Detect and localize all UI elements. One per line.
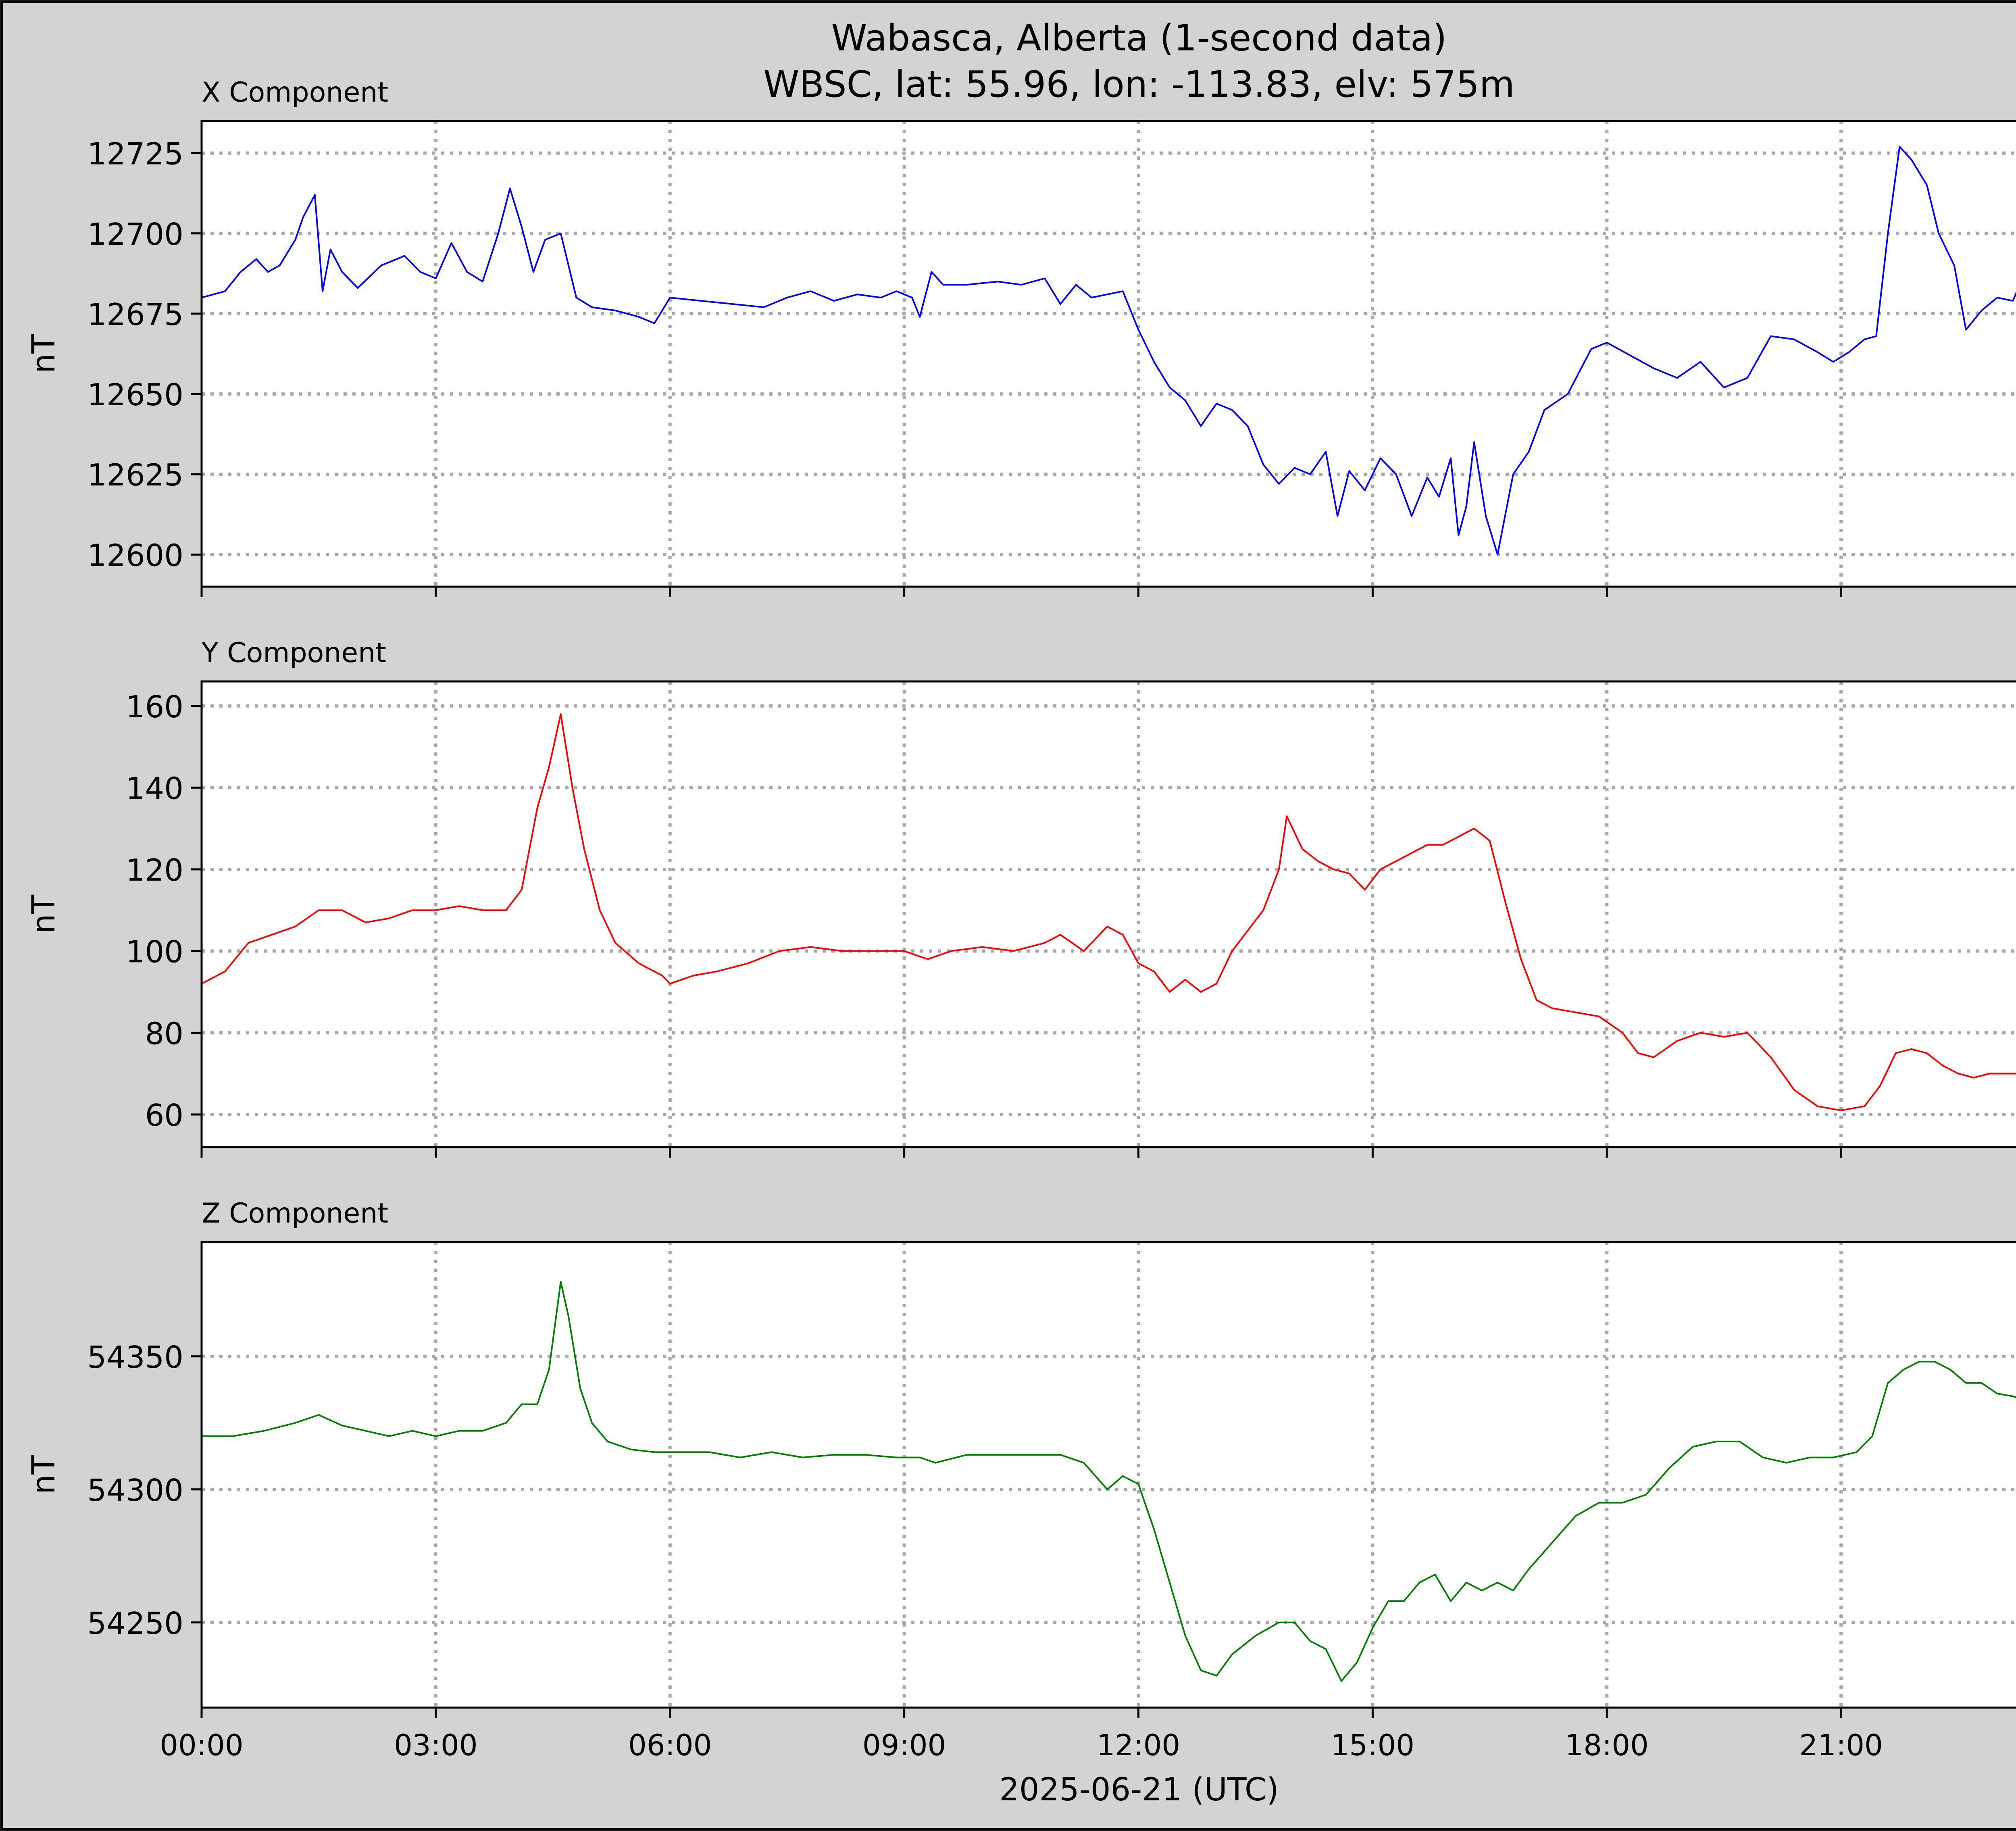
plot-area-z: [202, 1242, 2016, 1708]
y-axis-label-y: nT: [26, 895, 62, 934]
xtick-label-z-2: 06:00: [628, 1728, 712, 1762]
xtick-label-z-0: 00:00: [160, 1728, 244, 1762]
y-axis-label-x: nT: [26, 334, 62, 373]
ytick-label-y-1: 80: [145, 1016, 183, 1051]
xtick-label-z-3: 09:00: [862, 1728, 946, 1762]
ytick-label-x-5: 12725: [87, 136, 183, 172]
panel-title-x: X Component: [202, 77, 388, 108]
ytick-label-y-5: 160: [126, 689, 183, 725]
ytick-label-x-3: 12675: [87, 297, 183, 332]
panel-title-z: Z Component: [202, 1198, 388, 1229]
ytick-label-y-0: 60: [145, 1098, 183, 1133]
y-axis-label-z: nT: [26, 1455, 62, 1494]
series-line-x-0: [201, 146, 2016, 556]
ytick-label-x-1: 12625: [87, 457, 183, 493]
ytick-label-y-3: 120: [126, 852, 183, 888]
panel-title-y: Y Component: [201, 637, 386, 669]
ytick-label-z-2: 54350: [87, 1339, 183, 1375]
ytick-label-z-0: 54250: [87, 1606, 183, 1641]
series-line-y-0: [201, 713, 2016, 1111]
xtick-label-z-7: 21:00: [1799, 1728, 1883, 1762]
ytick-label-x-0: 12600: [87, 537, 183, 573]
ytick-label-z-1: 54300: [87, 1473, 183, 1508]
figure-title-line1: Wabasca, Alberta (1-second data): [831, 17, 1447, 59]
series-line-z-0: [202, 1281, 2016, 1682]
panel-y-component: 60 80 100 120 140 160 Y Component nT: [26, 637, 2016, 1158]
xtick-label-z-1: 03:00: [394, 1728, 478, 1762]
plot-area-x: [202, 121, 2016, 587]
figure-title-line2: WBSC, lat: 55.96, lon: -113.83, elv: 575…: [763, 63, 1514, 106]
ytick-label-x-4: 12700: [87, 217, 183, 252]
plot-area-y: [202, 681, 2016, 1147]
xtick-label-z-5: 15:00: [1331, 1728, 1415, 1762]
xtick-label-z-4: 12:00: [1097, 1728, 1181, 1762]
panel-x-component: 12600 12625 12650 12675 12700 12725 X Componen…: [26, 77, 2016, 597]
x-axis-label: 2025-06-21 (UTC): [999, 1772, 1279, 1808]
ytick-label-y-4: 140: [126, 771, 183, 806]
xtick-label-z-6: 18:00: [1565, 1728, 1649, 1762]
ytick-label-y-2: 100: [126, 934, 183, 970]
ytick-label-x-2: 12650: [87, 377, 183, 412]
panel-z-component: 54250 54300 54350 00:00 03:00 06:00 09:00 12:00…: [26, 1198, 2016, 1762]
